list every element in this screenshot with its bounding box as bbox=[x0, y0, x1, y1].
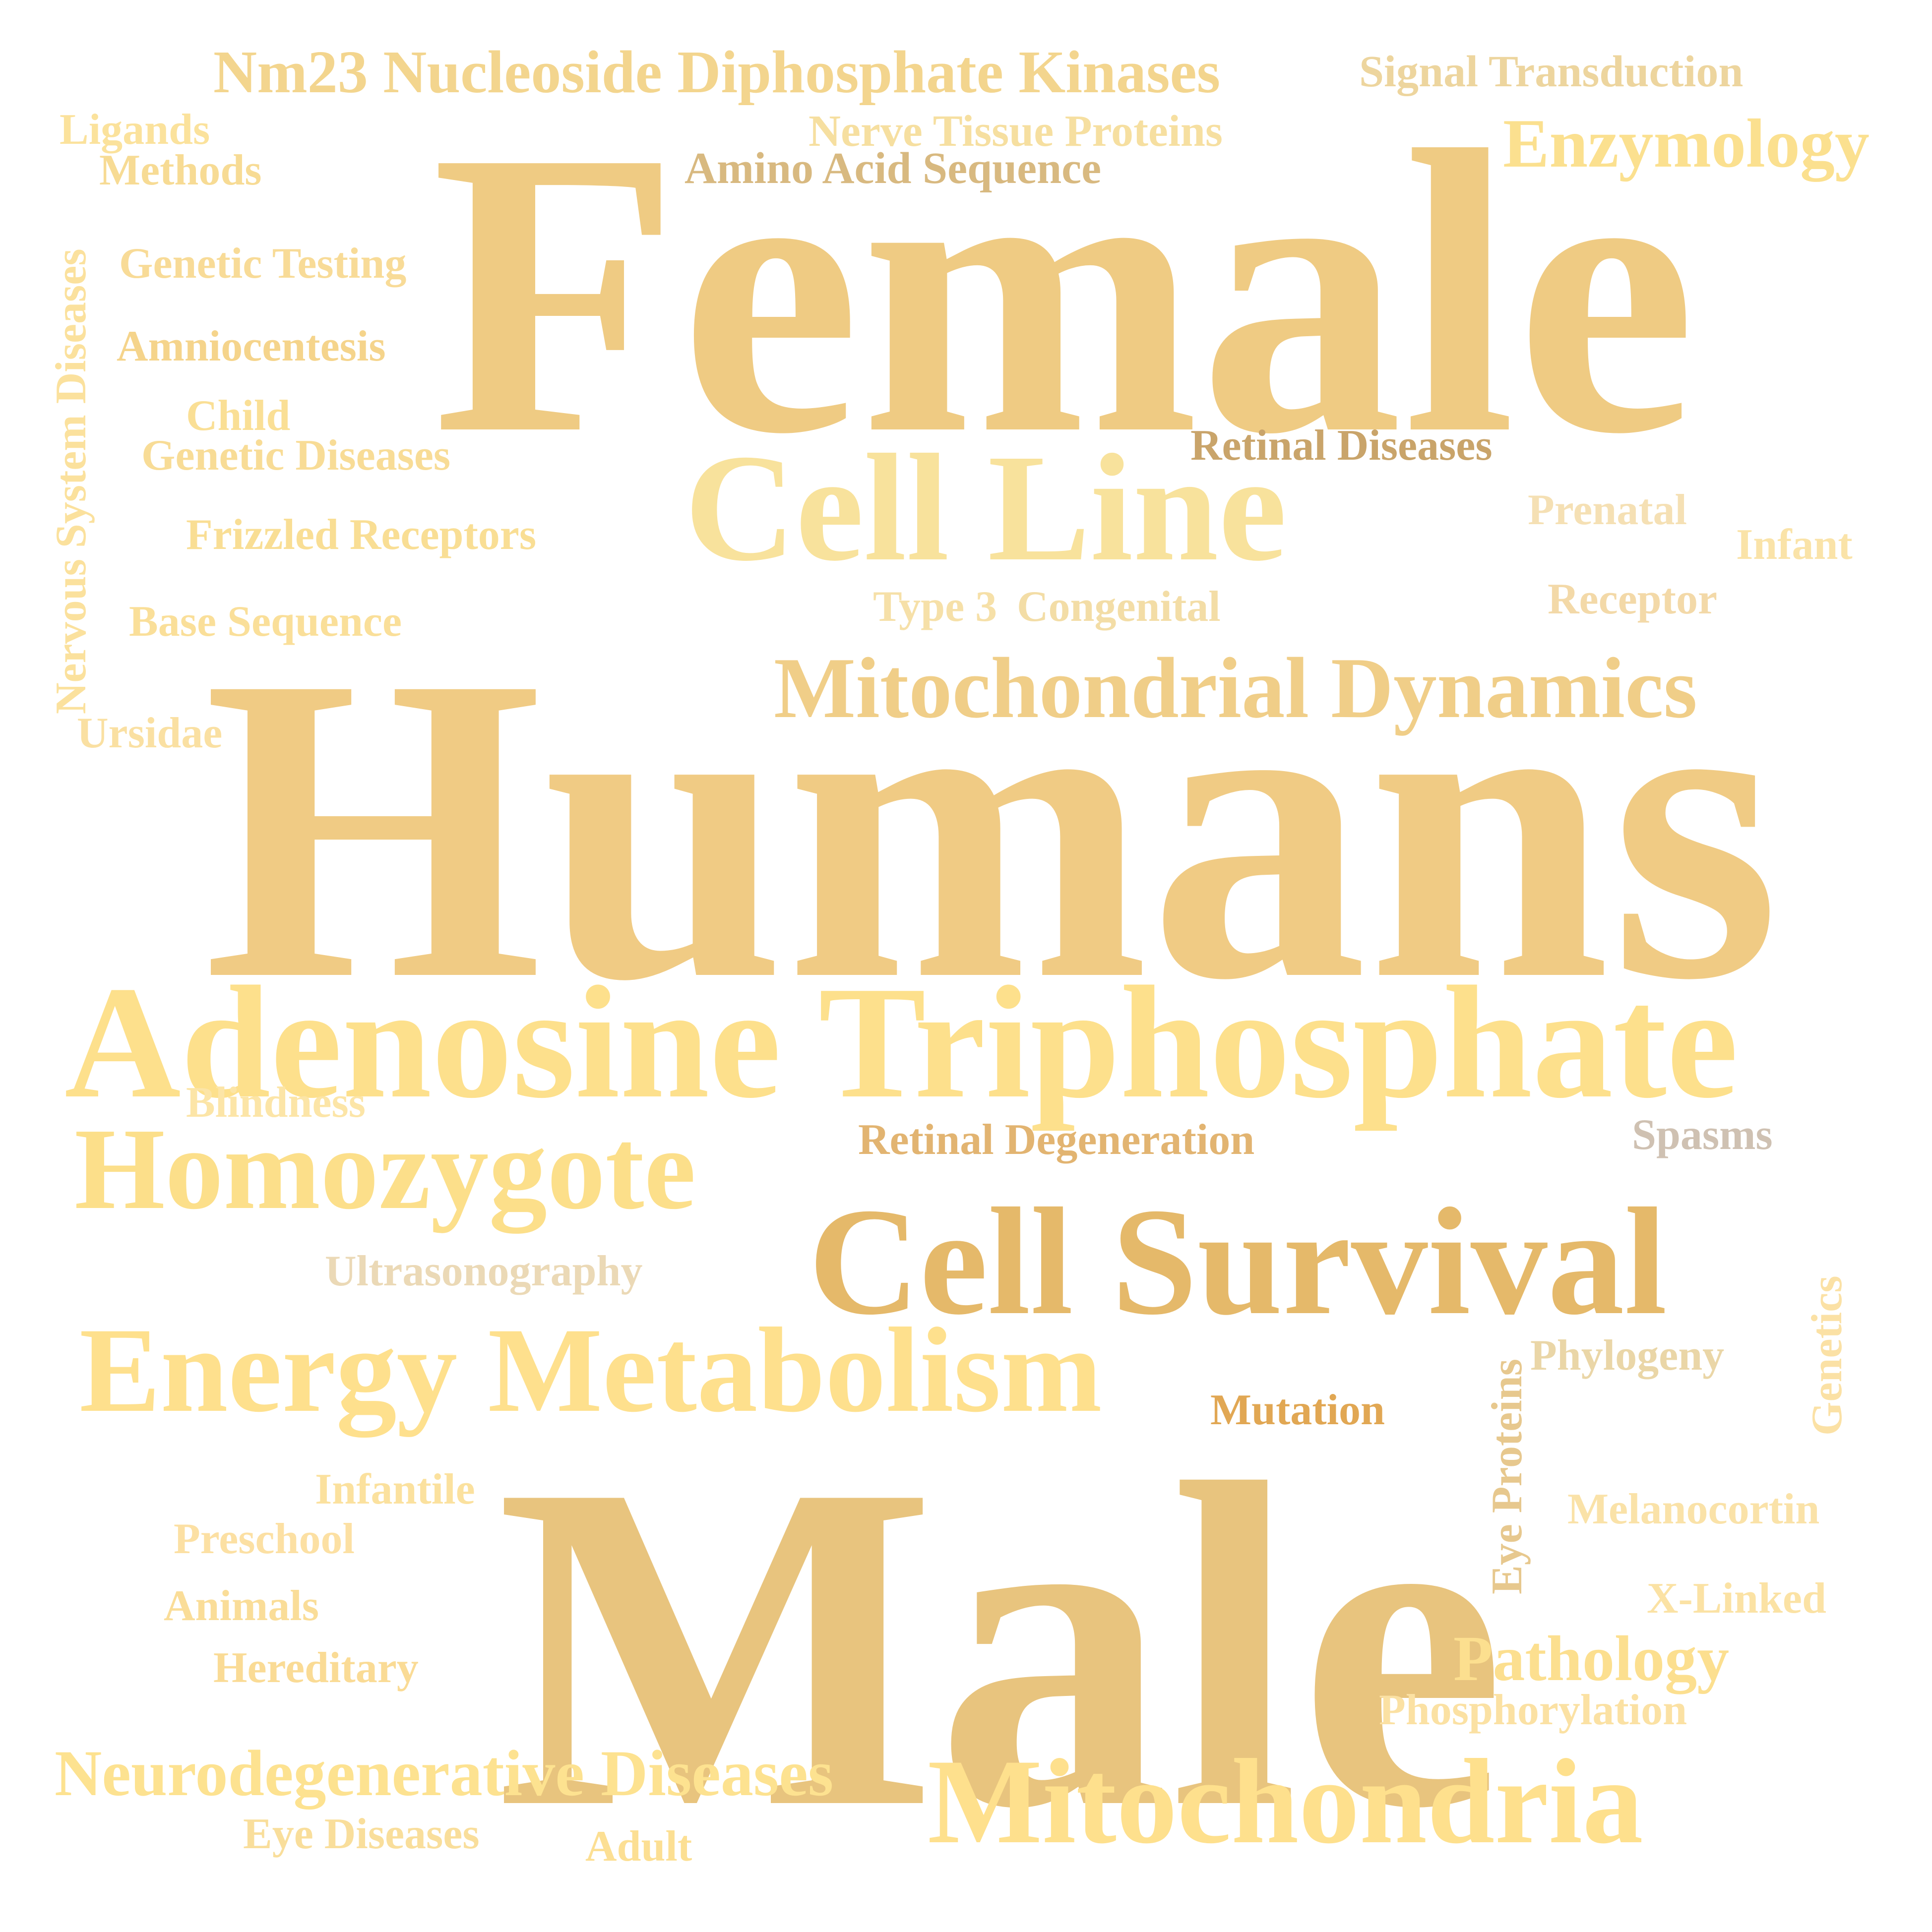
word-humans: Humans bbox=[203, 587, 1780, 1070]
word-base-sequence: Base Sequence bbox=[129, 598, 402, 646]
word-phylogeny: Phylogeny bbox=[1530, 1331, 1725, 1380]
word-adult: Adult bbox=[585, 1822, 692, 1871]
word-methods: Methods bbox=[99, 146, 262, 194]
word-retinal-diseases: Retinal Diseases bbox=[1190, 422, 1493, 470]
word-nm23: Nm23 Nucleoside Diphosphate Kinases bbox=[213, 39, 1221, 106]
word-mutation: Mutation bbox=[1210, 1386, 1385, 1434]
word-x-linked: X-Linked bbox=[1647, 1574, 1826, 1623]
word-infant: Infant bbox=[1736, 521, 1853, 569]
word-genetic-diseases: Genetic Diseases bbox=[141, 431, 451, 480]
word-infantile: Infantile bbox=[315, 1465, 475, 1513]
word-animals: Animals bbox=[164, 1582, 319, 1630]
word-nervous-system-diseases: Nervous System Diseases bbox=[47, 248, 95, 714]
word-energy-metabolism: Energy Metabolism bbox=[79, 1303, 1102, 1437]
word-genetic-testing: Genetic Testing bbox=[119, 240, 407, 288]
word-melanocortin: Melanocortin bbox=[1567, 1485, 1820, 1533]
word-child: Child bbox=[186, 392, 291, 440]
word-prenatal: Prenatal bbox=[1528, 486, 1687, 534]
word-eye-proteins: Eye Proteins bbox=[1483, 1359, 1531, 1594]
word-cell-line: Cell Line bbox=[685, 423, 1287, 593]
word-receptor: Receptor bbox=[1548, 575, 1718, 623]
word-female: Female bbox=[432, 67, 1696, 518]
word-cell-survival: Cell Survival bbox=[809, 1177, 1667, 1347]
word-enzymology: Enzymology bbox=[1503, 105, 1870, 182]
word-frizzled-receptors: Frizzled Receptors bbox=[186, 511, 537, 559]
word-hereditary: Hereditary bbox=[213, 1644, 419, 1692]
word-ligands: Ligands bbox=[60, 106, 210, 154]
word-spasms: Spasms bbox=[1632, 1111, 1773, 1159]
word-neurodegenerative-diseases: Neurodegenerative Diseases bbox=[55, 1737, 834, 1810]
word-adenosine-triphosphate: Adenosine Triphosphate bbox=[64, 953, 1739, 1132]
word-ursidae: Ursidae bbox=[77, 709, 223, 757]
word-homozygote: Homozygote bbox=[74, 1104, 696, 1233]
word-amniocentesis: Amniocentesis bbox=[117, 322, 386, 370]
word-type3: Type 3 bbox=[873, 583, 997, 631]
word-ultrasonography: Ultrasonography bbox=[325, 1247, 643, 1295]
word-amino-acid-sequence: Amino Acid Sequence bbox=[685, 144, 1102, 193]
word-congenital: Congenital bbox=[1017, 583, 1221, 631]
word-male: Male bbox=[496, 1388, 1506, 1904]
word-signal-transduction: Signal Transduction bbox=[1359, 47, 1744, 96]
word-nerve-tissue-proteins: Nerve Tissue Proteins bbox=[809, 107, 1223, 156]
word-genetics: Genetics bbox=[1803, 1275, 1851, 1436]
word-blindness: Blindness bbox=[186, 1079, 366, 1127]
word-retinal-degeneration: Retinal Degeneration bbox=[858, 1116, 1255, 1164]
word-pathology: Pathology bbox=[1453, 1623, 1730, 1694]
word-preschool: Preschool bbox=[174, 1515, 355, 1563]
word-mitochondrial-dynamics: Mitochondrial Dynamics bbox=[774, 640, 1697, 736]
word-eye-diseases: Eye Diseases bbox=[243, 1810, 480, 1858]
word-phosphorylation: Phosphorylation bbox=[1379, 1686, 1687, 1734]
word-mitochondria: Mitochondria bbox=[928, 1734, 1643, 1869]
